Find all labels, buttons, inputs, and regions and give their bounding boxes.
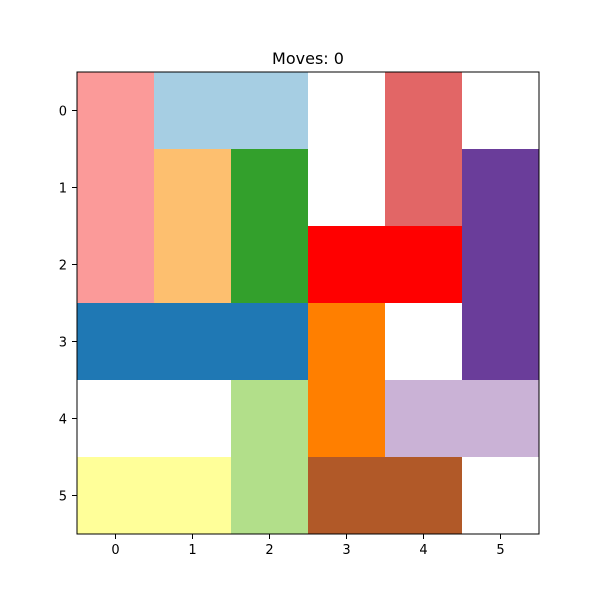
piece-lavender-horizontal[interactable]	[385, 380, 539, 457]
piece-yellow-horizontal[interactable]	[77, 457, 231, 534]
piece-purple-vertical[interactable]	[462, 149, 539, 380]
y-tick-label: 2	[59, 259, 67, 274]
piece-tan-vertical[interactable]	[154, 149, 231, 303]
piece-lightgreen-vertical[interactable]	[231, 380, 308, 534]
x-tick-label: 3	[342, 543, 350, 558]
y-tick-label: 5	[59, 490, 67, 505]
x-tick-label: 5	[496, 543, 504, 558]
piece-brown-horizontal[interactable]	[308, 457, 462, 534]
piece-green-vertical[interactable]	[231, 149, 308, 303]
x-tick-label: 0	[111, 543, 119, 558]
x-tick-label: 4	[419, 543, 427, 558]
y-tick-label: 0	[59, 105, 67, 120]
y-tick-label: 1	[59, 182, 67, 197]
moves-title: Moves: 0	[272, 49, 344, 68]
x-tick-label: 2	[265, 543, 273, 558]
piece-blue-horizontal[interactable]	[77, 303, 308, 380]
piece-orange-vertical[interactable]	[308, 303, 385, 457]
y-tick-label: 3	[59, 336, 67, 351]
piece-lightblue-horizontal[interactable]	[154, 72, 308, 149]
piece-salmon-vertical[interactable]	[385, 72, 462, 226]
piece-pink-vertical[interactable]	[77, 72, 154, 303]
x-tick-label: 1	[188, 543, 196, 558]
pieces-layer	[77, 72, 539, 534]
y-tick-label: 4	[59, 413, 67, 428]
piece-red-target[interactable]	[308, 226, 462, 303]
